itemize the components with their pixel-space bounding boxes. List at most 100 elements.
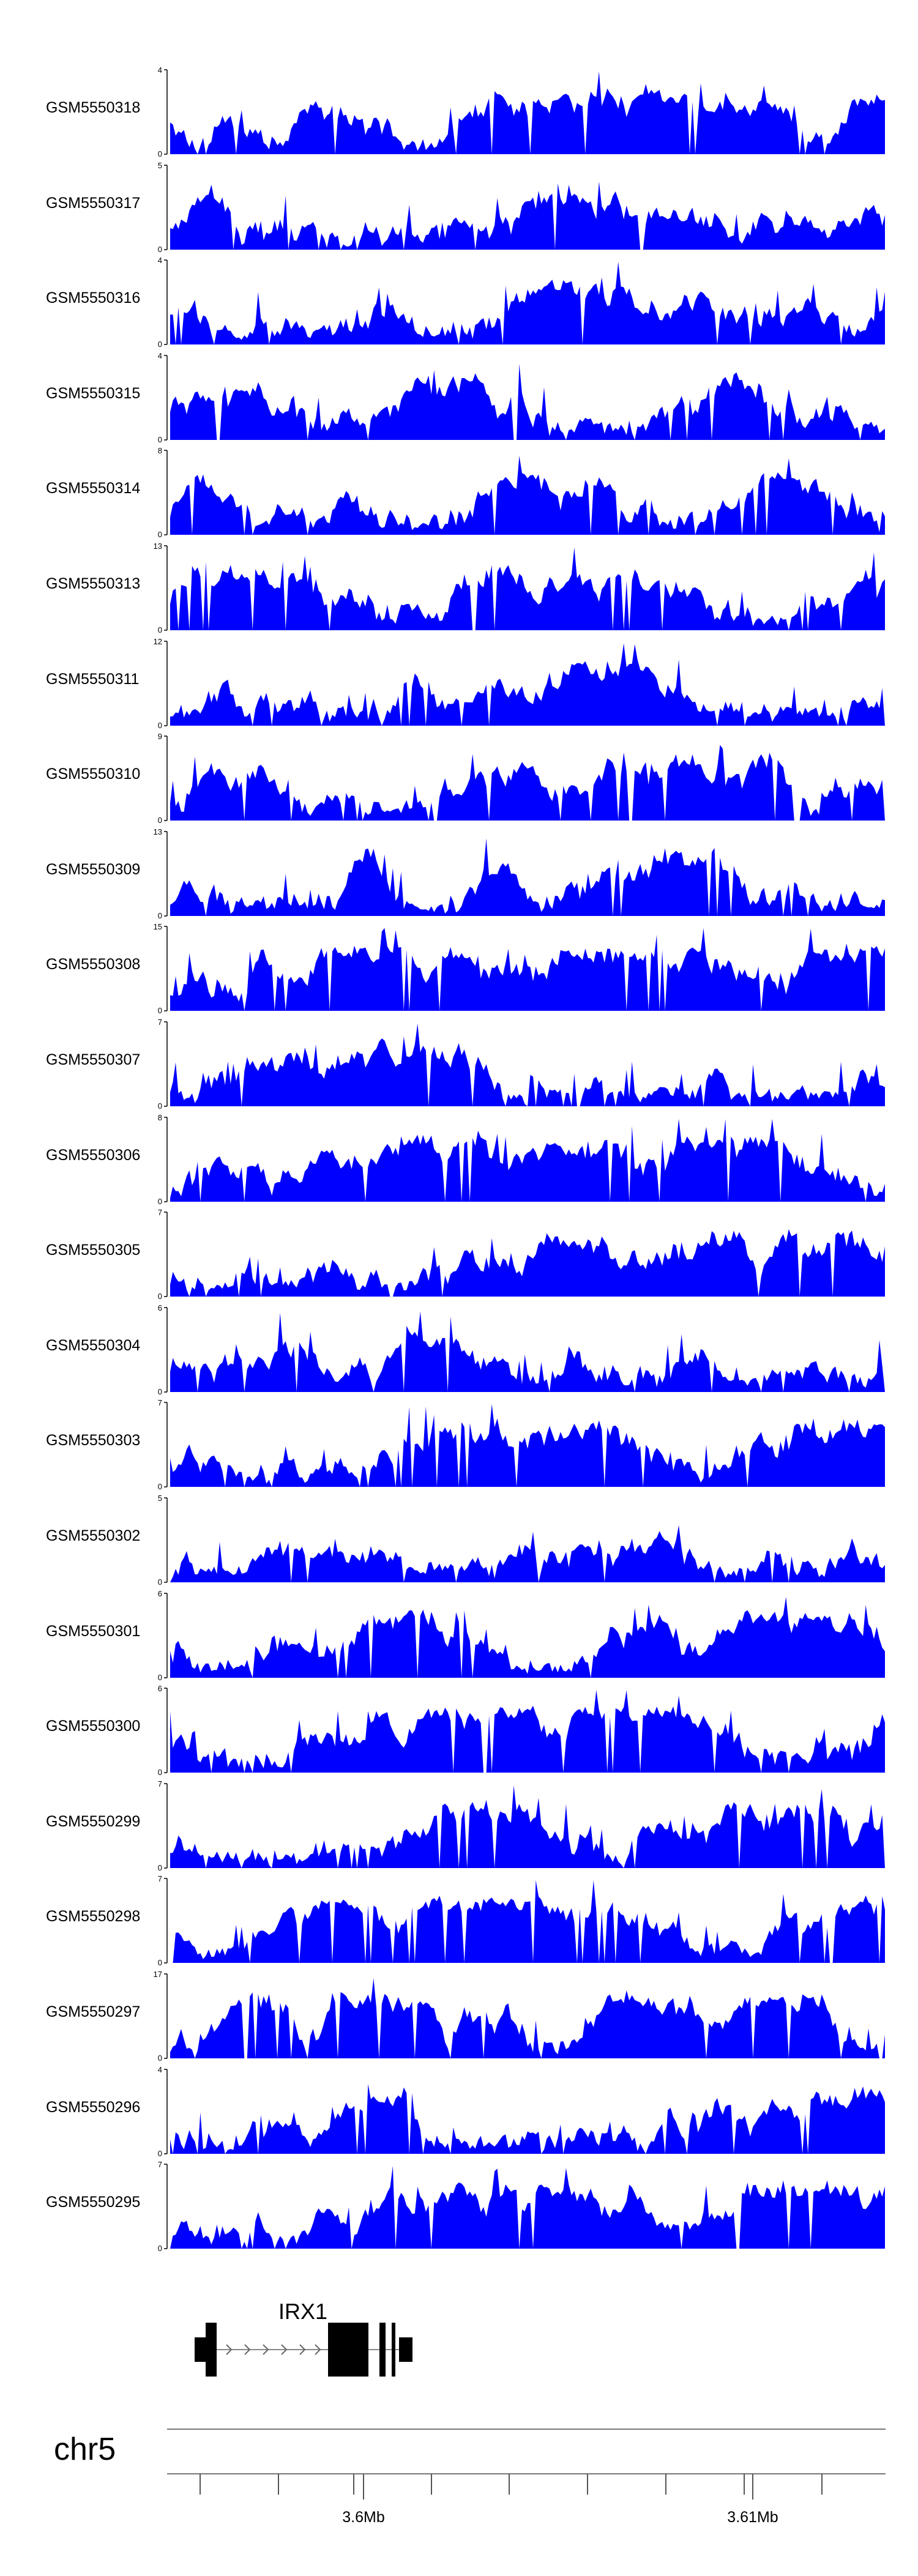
track-y-max-label: 4 xyxy=(158,65,162,75)
strand-arrow-icon xyxy=(244,2344,251,2355)
track-label: GSM5550303 xyxy=(46,1432,140,1449)
coverage-area xyxy=(170,643,885,726)
coverage-area xyxy=(170,2165,885,2249)
track-y-max-label: 5 xyxy=(158,1494,162,1503)
track-y-zero-label: 0 xyxy=(158,2244,162,2253)
coverage-track: GSM5550306 8 0 xyxy=(46,1113,885,1206)
gene-label: IRX1 xyxy=(278,2299,327,2324)
track-label: GSM5550302 xyxy=(46,1527,140,1544)
coverage-track: GSM5550307 7 0 xyxy=(46,1018,885,1111)
track-y-max-label: 7 xyxy=(158,1779,162,1789)
track-y-zero-label: 0 xyxy=(158,816,162,825)
coverage-track: GSM5550301 6 0 xyxy=(46,1589,885,1682)
chromosome-label: chr5 xyxy=(54,2432,116,2467)
axis-tick-label: 3.6Mb xyxy=(342,2509,384,2526)
track-label: GSM5550317 xyxy=(46,195,140,212)
track-y-zero-label: 0 xyxy=(158,721,162,730)
gene-exon-2 xyxy=(328,2323,368,2377)
track-y-zero-label: 0 xyxy=(158,2149,162,2158)
coverage-area xyxy=(170,1229,885,1297)
track-y-max-label: 7 xyxy=(158,1398,162,1407)
track-label: GSM5550309 xyxy=(46,861,140,878)
track-y-max-label: 6 xyxy=(158,1684,162,1693)
track-label: GSM5550300 xyxy=(46,1718,140,1735)
track-label: GSM5550305 xyxy=(46,1241,140,1259)
track-label: GSM5550297 xyxy=(46,2003,140,2020)
coverage-track: GSM5550297 17 0 xyxy=(46,1970,885,2063)
track-label: GSM5550308 xyxy=(46,956,140,973)
coverage-area xyxy=(170,745,885,821)
track-label: GSM5550315 xyxy=(46,385,140,402)
coverage-track: GSM5550309 13 0 xyxy=(46,827,885,920)
coverage-tracks: GSM555031840GSM555031750GSM555031640GSM5… xyxy=(46,65,885,2253)
gene-exon-1 xyxy=(206,2323,217,2377)
coverage-track: GSM5550317 5 0 xyxy=(46,161,885,254)
track-y-zero-label: 0 xyxy=(158,245,162,254)
track-y-max-label: 13 xyxy=(154,827,162,836)
coverage-track: GSM5550305 7 0 xyxy=(46,1208,885,1301)
track-label: GSM5550307 xyxy=(46,1051,140,1068)
coverage-track: GSM5550316 4 0 xyxy=(46,256,885,349)
coverage-area xyxy=(170,1689,885,1773)
track-y-zero-label: 0 xyxy=(158,1863,162,1872)
coverage-area xyxy=(170,1404,885,1487)
gene-exon-5 xyxy=(399,2337,412,2362)
track-y-zero-label: 0 xyxy=(158,1292,162,1301)
coverage-track: GSM5550318 4 0 xyxy=(46,65,885,158)
coverage-track: GSM5550313 13 0 xyxy=(46,542,885,635)
gene-track: IRX1 xyxy=(195,2299,412,2377)
strand-arrow-icon xyxy=(299,2344,306,2355)
track-label: GSM5550313 xyxy=(46,575,140,592)
coverage-area xyxy=(170,1311,885,1392)
track-y-zero-label: 0 xyxy=(158,149,162,158)
track-label: GSM5550310 xyxy=(46,765,140,783)
strand-arrow-icon xyxy=(263,2344,269,2355)
track-y-max-label: 8 xyxy=(158,446,162,455)
coverage-area xyxy=(170,456,885,535)
track-y-max-label: 4 xyxy=(158,351,162,360)
track-y-zero-label: 0 xyxy=(158,530,162,539)
gene-exon-4 xyxy=(392,2323,395,2377)
track-y-zero-label: 0 xyxy=(158,1101,162,1111)
track-label: GSM5550304 xyxy=(46,1337,140,1354)
track-y-max-label: 12 xyxy=(154,637,162,646)
track-label: GSM5550318 xyxy=(46,99,140,116)
track-y-max-label: 17 xyxy=(154,1970,162,1979)
track-y-zero-label: 0 xyxy=(158,911,162,920)
strand-arrow-icon xyxy=(281,2344,288,2355)
coverage-area xyxy=(170,261,885,344)
track-label: GSM5550296 xyxy=(46,2099,140,2116)
coverage-area xyxy=(170,1978,885,2058)
track-y-max-label: 4 xyxy=(158,2065,162,2074)
track-y-zero-label: 0 xyxy=(158,625,162,635)
strand-arrow-icon xyxy=(226,2344,233,2355)
track-label: GSM5550314 xyxy=(46,480,140,497)
axis-tick-label: 3.61Mb xyxy=(727,2509,778,2526)
coverage-area xyxy=(170,71,885,154)
track-label: GSM5550316 xyxy=(46,289,140,307)
coverage-area xyxy=(170,1119,885,1202)
track-y-max-label: 8 xyxy=(158,1113,162,1122)
track-y-max-label: 4 xyxy=(158,256,162,265)
strand-arrow-icon xyxy=(315,2344,321,2355)
coverage-track: GSM5550298 7 0 xyxy=(46,1874,885,1967)
track-label: GSM5550306 xyxy=(46,1147,140,1164)
track-y-zero-label: 0 xyxy=(158,1768,162,1777)
track-y-zero-label: 0 xyxy=(158,1006,162,1015)
coverage-area xyxy=(170,363,885,440)
coverage-area xyxy=(170,547,885,630)
coverage-track: GSM5550299 7 0 xyxy=(46,1779,885,1872)
coverage-area xyxy=(170,1023,885,1106)
coverage-track: GSM5550311 12 0 xyxy=(46,637,885,730)
track-y-max-label: 7 xyxy=(158,2160,162,2169)
coverage-track: GSM5550308 15 0 xyxy=(46,922,885,1015)
track-y-max-label: 9 xyxy=(158,732,162,741)
track-label: GSM5550298 xyxy=(46,1908,140,1925)
coverage-area xyxy=(170,1785,885,1868)
track-y-max-label: 7 xyxy=(158,1018,162,1027)
coverage-track: GSM5550310 9 0 xyxy=(46,732,885,825)
track-y-zero-label: 0 xyxy=(158,1387,162,1396)
track-y-max-label: 6 xyxy=(158,1303,162,1312)
genomic-axis: chr5 3.6Mb 3.61Mb xyxy=(54,2429,886,2526)
coverage-track: GSM5550295 7 0 xyxy=(46,2160,885,2253)
